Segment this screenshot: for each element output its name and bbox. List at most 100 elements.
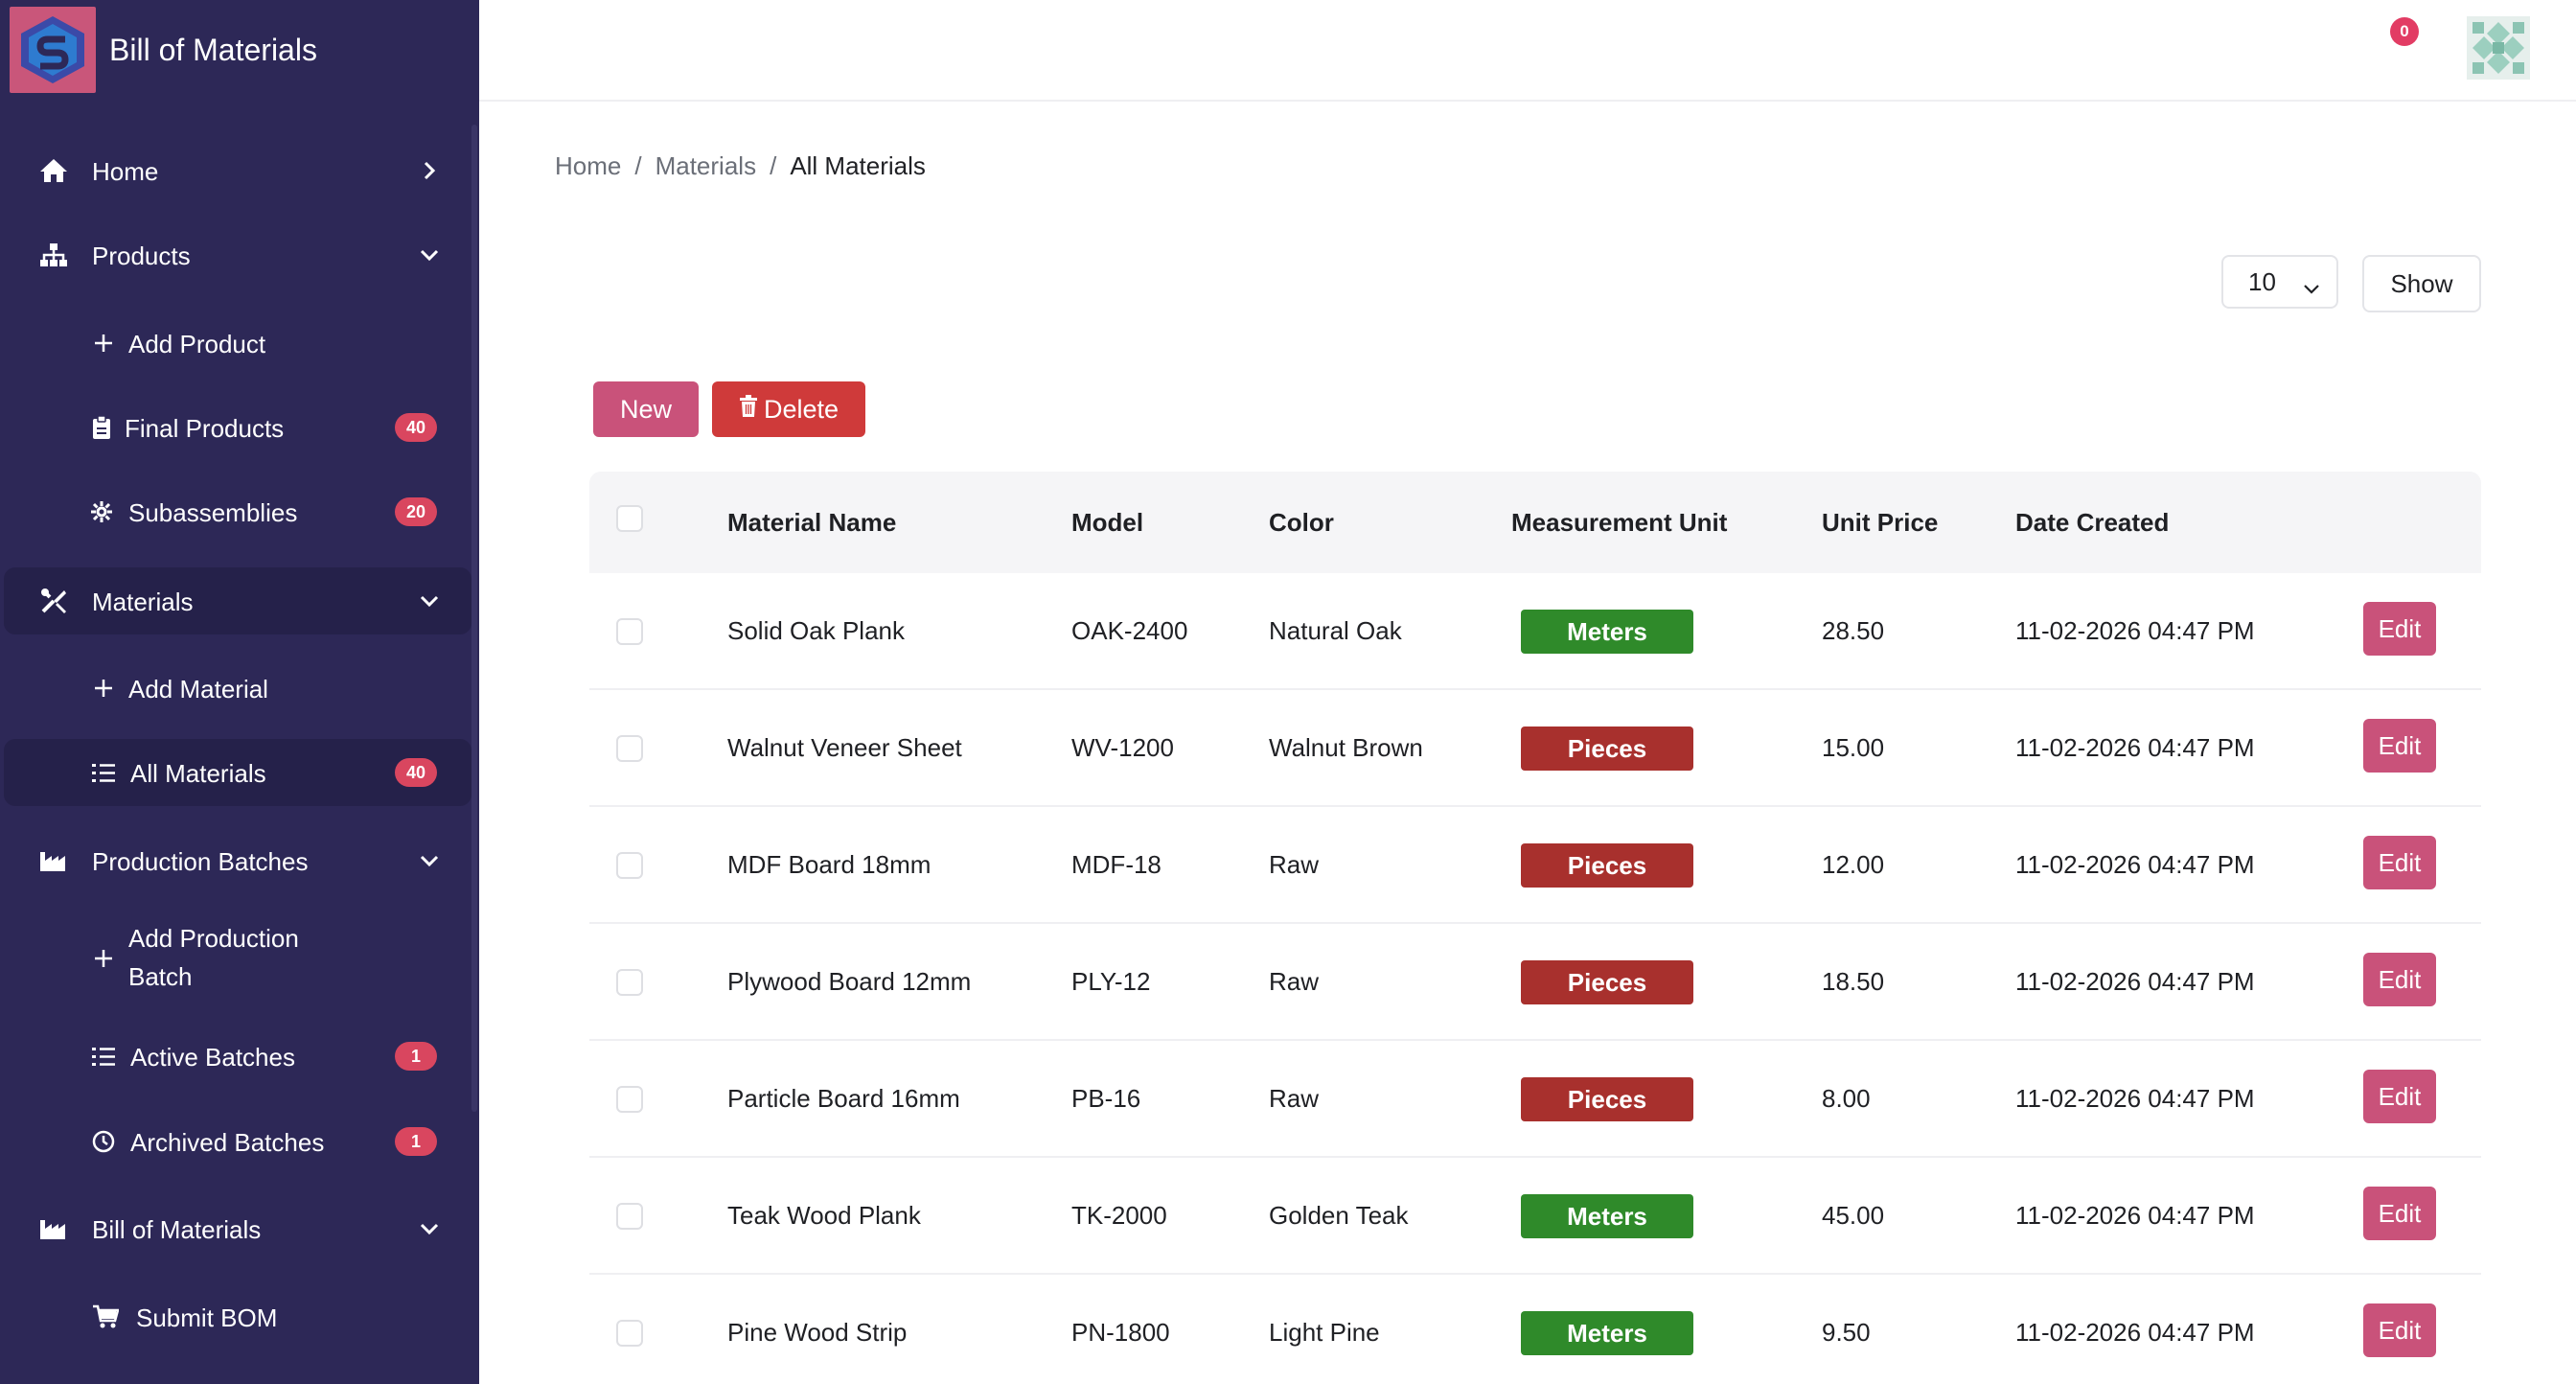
cell-unit-price: 18.50 bbox=[1822, 966, 1885, 996]
header-measurement-unit[interactable]: Measurement Unit bbox=[1511, 507, 1728, 537]
edit-button[interactable]: Edit bbox=[2363, 1070, 2436, 1123]
cell-date-created: 11-02-2026 04:47 PM bbox=[2015, 1200, 2255, 1230]
edit-button[interactable]: Edit bbox=[2363, 836, 2436, 889]
delete-label: Delete bbox=[763, 394, 840, 424]
count-badge: 1 bbox=[395, 1127, 437, 1156]
home-icon bbox=[34, 151, 73, 190]
row-checkbox[interactable] bbox=[616, 735, 643, 762]
row-checkbox[interactable] bbox=[616, 1320, 643, 1347]
edit-button[interactable]: Edit bbox=[2363, 1187, 2436, 1240]
sidebar-item-label: Home bbox=[92, 157, 159, 186]
cell-unit-price: 8.00 bbox=[1822, 1083, 1871, 1113]
sidebar-item-submit-bom[interactable]: Submit BOM bbox=[4, 1290, 472, 1344]
cart-icon bbox=[86, 1298, 125, 1336]
chevron-down-icon bbox=[416, 242, 443, 268]
sidebar-item-products[interactable]: Products bbox=[4, 228, 472, 282]
measurement-unit-badge: Pieces bbox=[1521, 843, 1693, 888]
tools-icon bbox=[34, 582, 73, 620]
list-icon bbox=[84, 753, 123, 792]
cell-date-created: 11-02-2026 04:47 PM bbox=[2015, 1083, 2255, 1113]
chevron-down-icon bbox=[416, 1215, 443, 1242]
show-button[interactable]: Show bbox=[2362, 255, 2481, 312]
sidebar-item-materials[interactable]: Materials bbox=[4, 567, 472, 634]
chevron-down-icon bbox=[416, 847, 443, 874]
count-badge: 40 bbox=[395, 413, 437, 442]
cell-model: WV-1200 bbox=[1071, 732, 1174, 762]
edit-button[interactable]: Edit bbox=[2363, 953, 2436, 1006]
breadcrumb-materials[interactable]: Materials bbox=[655, 151, 757, 180]
sidebar-item-subassemblies[interactable]: Subassemblies 20 bbox=[4, 485, 472, 539]
chevron-down-icon bbox=[2302, 272, 2321, 302]
table-row: Teak Wood Plank TK-2000 Golden Teak 45.00 11… bbox=[589, 1158, 2481, 1275]
top-bar bbox=[479, 0, 2576, 102]
header-color[interactable]: Color bbox=[1269, 507, 1334, 537]
avatar[interactable] bbox=[2467, 16, 2530, 80]
cog-icon bbox=[82, 493, 121, 531]
row-checkbox[interactable] bbox=[616, 1086, 643, 1113]
sidebar-item-label: Bill of Materials bbox=[92, 1215, 262, 1244]
cell-date-created: 11-02-2026 04:47 PM bbox=[2015, 615, 2255, 645]
page-size-select[interactable]: 10 bbox=[2221, 255, 2338, 309]
breadcrumb-separator: / bbox=[770, 151, 777, 180]
list-icon bbox=[84, 1037, 123, 1075]
header-model[interactable]: Model bbox=[1071, 507, 1144, 537]
app-logo bbox=[10, 7, 96, 93]
table-row: Solid Oak Plank OAK-2400 Natural Oak 28.50 1… bbox=[589, 573, 2481, 690]
count-badge: 20 bbox=[395, 497, 437, 526]
header-material-name[interactable]: Material Name bbox=[727, 507, 897, 537]
plus-icon bbox=[84, 324, 123, 362]
sidebar-scrollbar[interactable] bbox=[472, 125, 477, 1112]
sidebar-item-label: Add Product bbox=[128, 330, 266, 358]
edit-button[interactable]: Edit bbox=[2363, 602, 2436, 656]
sidebar-item-add-product[interactable]: Add Product bbox=[4, 316, 472, 370]
row-checkbox[interactable] bbox=[616, 852, 643, 879]
sidebar-item-add-material[interactable]: Add Material bbox=[4, 661, 472, 715]
cell-material-name: MDF Board 18mm bbox=[727, 849, 932, 879]
row-checkbox[interactable] bbox=[616, 618, 643, 645]
sidebar-item-production-batches[interactable]: Production Batches bbox=[4, 834, 472, 888]
sidebar-item-label: Add Material bbox=[128, 675, 268, 704]
clock-icon bbox=[84, 1122, 123, 1161]
sidebar-item-add-production-batch[interactable]: Add Production Batch bbox=[4, 918, 472, 999]
sidebar-item-final-products[interactable]: Final Products 40 bbox=[4, 401, 472, 454]
sidebar-item-label: Submit BOM bbox=[136, 1303, 278, 1332]
sidebar-item-bill-of-materials[interactable]: Bill of Materials bbox=[4, 1202, 472, 1256]
delete-button[interactable]: Delete bbox=[712, 381, 865, 437]
cell-color: Raw bbox=[1269, 849, 1320, 879]
table-row: Particle Board 16mm PB-16 Raw 8.00 11-02-202… bbox=[589, 1041, 2481, 1158]
measurement-unit-badge: Pieces bbox=[1521, 1077, 1693, 1121]
edit-button[interactable]: Edit bbox=[2363, 719, 2436, 773]
cell-color: Golden Teak bbox=[1269, 1200, 1409, 1230]
row-checkbox[interactable] bbox=[616, 969, 643, 996]
cell-model: PB-16 bbox=[1071, 1083, 1141, 1113]
sidebar-item-label: Materials bbox=[92, 588, 194, 616]
cell-unit-price: 28.50 bbox=[1822, 615, 1885, 645]
sidebar-item-archived-batches[interactable]: Archived Batches 1 bbox=[4, 1115, 472, 1168]
sidebar: Bill of Materials Home Products bbox=[0, 0, 479, 1384]
header-unit-price[interactable]: Unit Price bbox=[1822, 507, 1939, 537]
select-all-checkbox[interactable] bbox=[616, 505, 643, 532]
edit-button[interactable]: Edit bbox=[2363, 1303, 2436, 1357]
industry-icon bbox=[34, 842, 73, 880]
header-date-created[interactable]: Date Created bbox=[2015, 507, 2170, 537]
sidebar-item-home[interactable]: Home bbox=[4, 144, 472, 197]
row-checkbox[interactable] bbox=[616, 1203, 643, 1230]
cell-model: MDF-18 bbox=[1071, 849, 1162, 879]
new-button[interactable]: New bbox=[593, 381, 699, 437]
cell-model: PN-1800 bbox=[1071, 1317, 1170, 1347]
measurement-unit-badge: Pieces bbox=[1521, 727, 1693, 771]
sidebar-item-label: Production Batches bbox=[92, 847, 309, 876]
cell-date-created: 11-02-2026 04:47 PM bbox=[2015, 849, 2255, 879]
sidebar-item-all-materials[interactable]: All Materials 40 bbox=[4, 739, 472, 806]
brand[interactable]: Bill of Materials bbox=[10, 7, 317, 93]
notification-badge[interactable]: 0 bbox=[2390, 17, 2419, 46]
sidebar-item-active-batches[interactable]: Active Batches 1 bbox=[4, 1029, 472, 1083]
breadcrumb-home[interactable]: Home bbox=[555, 151, 622, 180]
measurement-unit-badge: Meters bbox=[1521, 1311, 1693, 1355]
cell-model: PLY-12 bbox=[1071, 966, 1151, 996]
cell-color: Raw bbox=[1269, 966, 1320, 996]
cell-material-name: Particle Board 16mm bbox=[727, 1083, 960, 1113]
cell-color: Raw bbox=[1269, 1083, 1320, 1113]
table-header: Material Name Model Color Measurement Un… bbox=[589, 472, 2481, 573]
cell-material-name: Pine Wood Strip bbox=[727, 1317, 908, 1347]
